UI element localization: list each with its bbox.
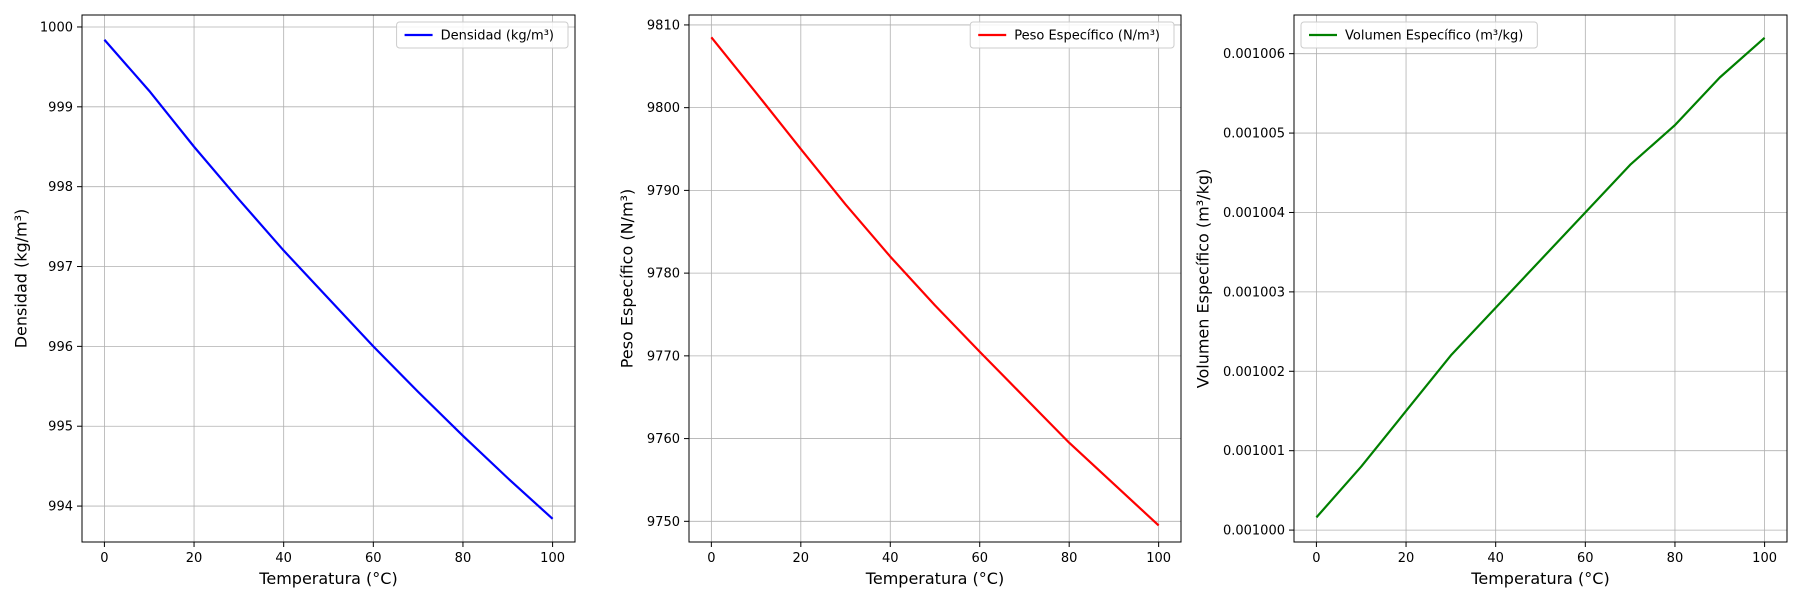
legend: Densidad (kg/m³) [396,21,569,49]
x-tick-label: 100 [1752,551,1777,566]
y-tick-label: 996 [48,340,73,355]
x-tick-label: 20 [186,551,203,566]
y-tick-label: 0.001003 [1223,285,1285,300]
y-tick-label: 9770 [647,349,680,364]
y-axis-label: Volumen Específico (m³/kg) [1194,169,1213,388]
y-tick-label: 995 [48,420,73,435]
x-axis-label: Temperatura (°C) [258,569,397,588]
y-tick-label: 9750 [647,515,680,530]
x-tick-label: 60 [1577,551,1594,566]
x-tick-label: 0 [707,551,715,566]
y-tick-label: 0.001004 [1223,206,1285,221]
x-tick-label: 40 [275,551,292,566]
x-axis-label: Temperatura (°C) [1470,569,1609,588]
legend-frame [1300,21,1538,49]
x-tick-label: 60 [365,551,382,566]
y-tick-label: 0.001006 [1223,47,1285,62]
x-tick-label: 100 [1146,551,1171,566]
y-tick-label: 9780 [647,267,680,282]
x-tick-label: 40 [1487,551,1504,566]
legend-frame [969,21,1175,49]
y-tick-label: 1000 [40,20,73,35]
y-tick-label: 0.001001 [1223,444,1285,459]
chart-panel-3: 0 20 40 60 80 100 0.001000 0.001001 0.001002 0.00… [1194,14,1788,588]
x-axis-label: Temperatura (°C) [865,569,1004,588]
axes-frame [81,14,576,543]
y-tick-label: 0.001002 [1223,365,1285,380]
legend: Peso Específico (N/m³) [969,21,1175,49]
y-tick-label: 998 [48,180,73,195]
legend-label: Volumen Específico (m³/kg) [1345,29,1523,44]
x-tick-label: 0 [100,551,108,566]
series-line-1 [1315,36,1766,519]
legend-label: Peso Específico (N/m³) [1014,29,1160,44]
legend: Volumen Específico (m³/kg) [1300,21,1538,49]
y-tick-label: 0.001005 [1223,127,1285,142]
series-line-1 [103,39,554,520]
x-tick-label: 0 [1312,551,1320,566]
axes-frame [688,14,1182,543]
y-tick-label: 9800 [647,101,680,116]
x-tick-label: 60 [971,551,988,566]
chart-panel-2: 0 20 40 60 80 100 9750 9760 9770 9780 9790 9800 9810… [618,14,1182,588]
x-tick-label: 100 [540,551,565,566]
y-tick-label: 994 [48,500,73,515]
x-tick-label: 80 [455,551,472,566]
y-axis-label: Densidad (kg/m³) [12,209,31,349]
y-tick-label: 0.001000 [1223,524,1285,539]
y-tick-label: 9760 [647,432,680,447]
y-tick-label: 9810 [647,18,680,33]
y-tick-label: 997 [48,260,73,275]
legend-label: Densidad (kg/m³) [441,29,554,44]
x-tick-label: 40 [882,551,899,566]
y-tick-label: 999 [48,100,73,115]
y-axis-label: Peso Específico (N/m³) [618,189,637,368]
x-tick-label: 20 [1398,551,1415,566]
x-tick-label: 80 [1061,551,1078,566]
x-tick-label: 80 [1667,551,1684,566]
y-tick-label: 9790 [647,184,680,199]
legend-frame [396,21,569,49]
x-tick-label: 20 [793,551,810,566]
axes-frame [1293,14,1788,543]
series-line-1 [710,36,1160,527]
chart-panel-1: 0 20 40 60 80 100 994 995 996 997 998 999 1000 Temper… [12,14,576,588]
